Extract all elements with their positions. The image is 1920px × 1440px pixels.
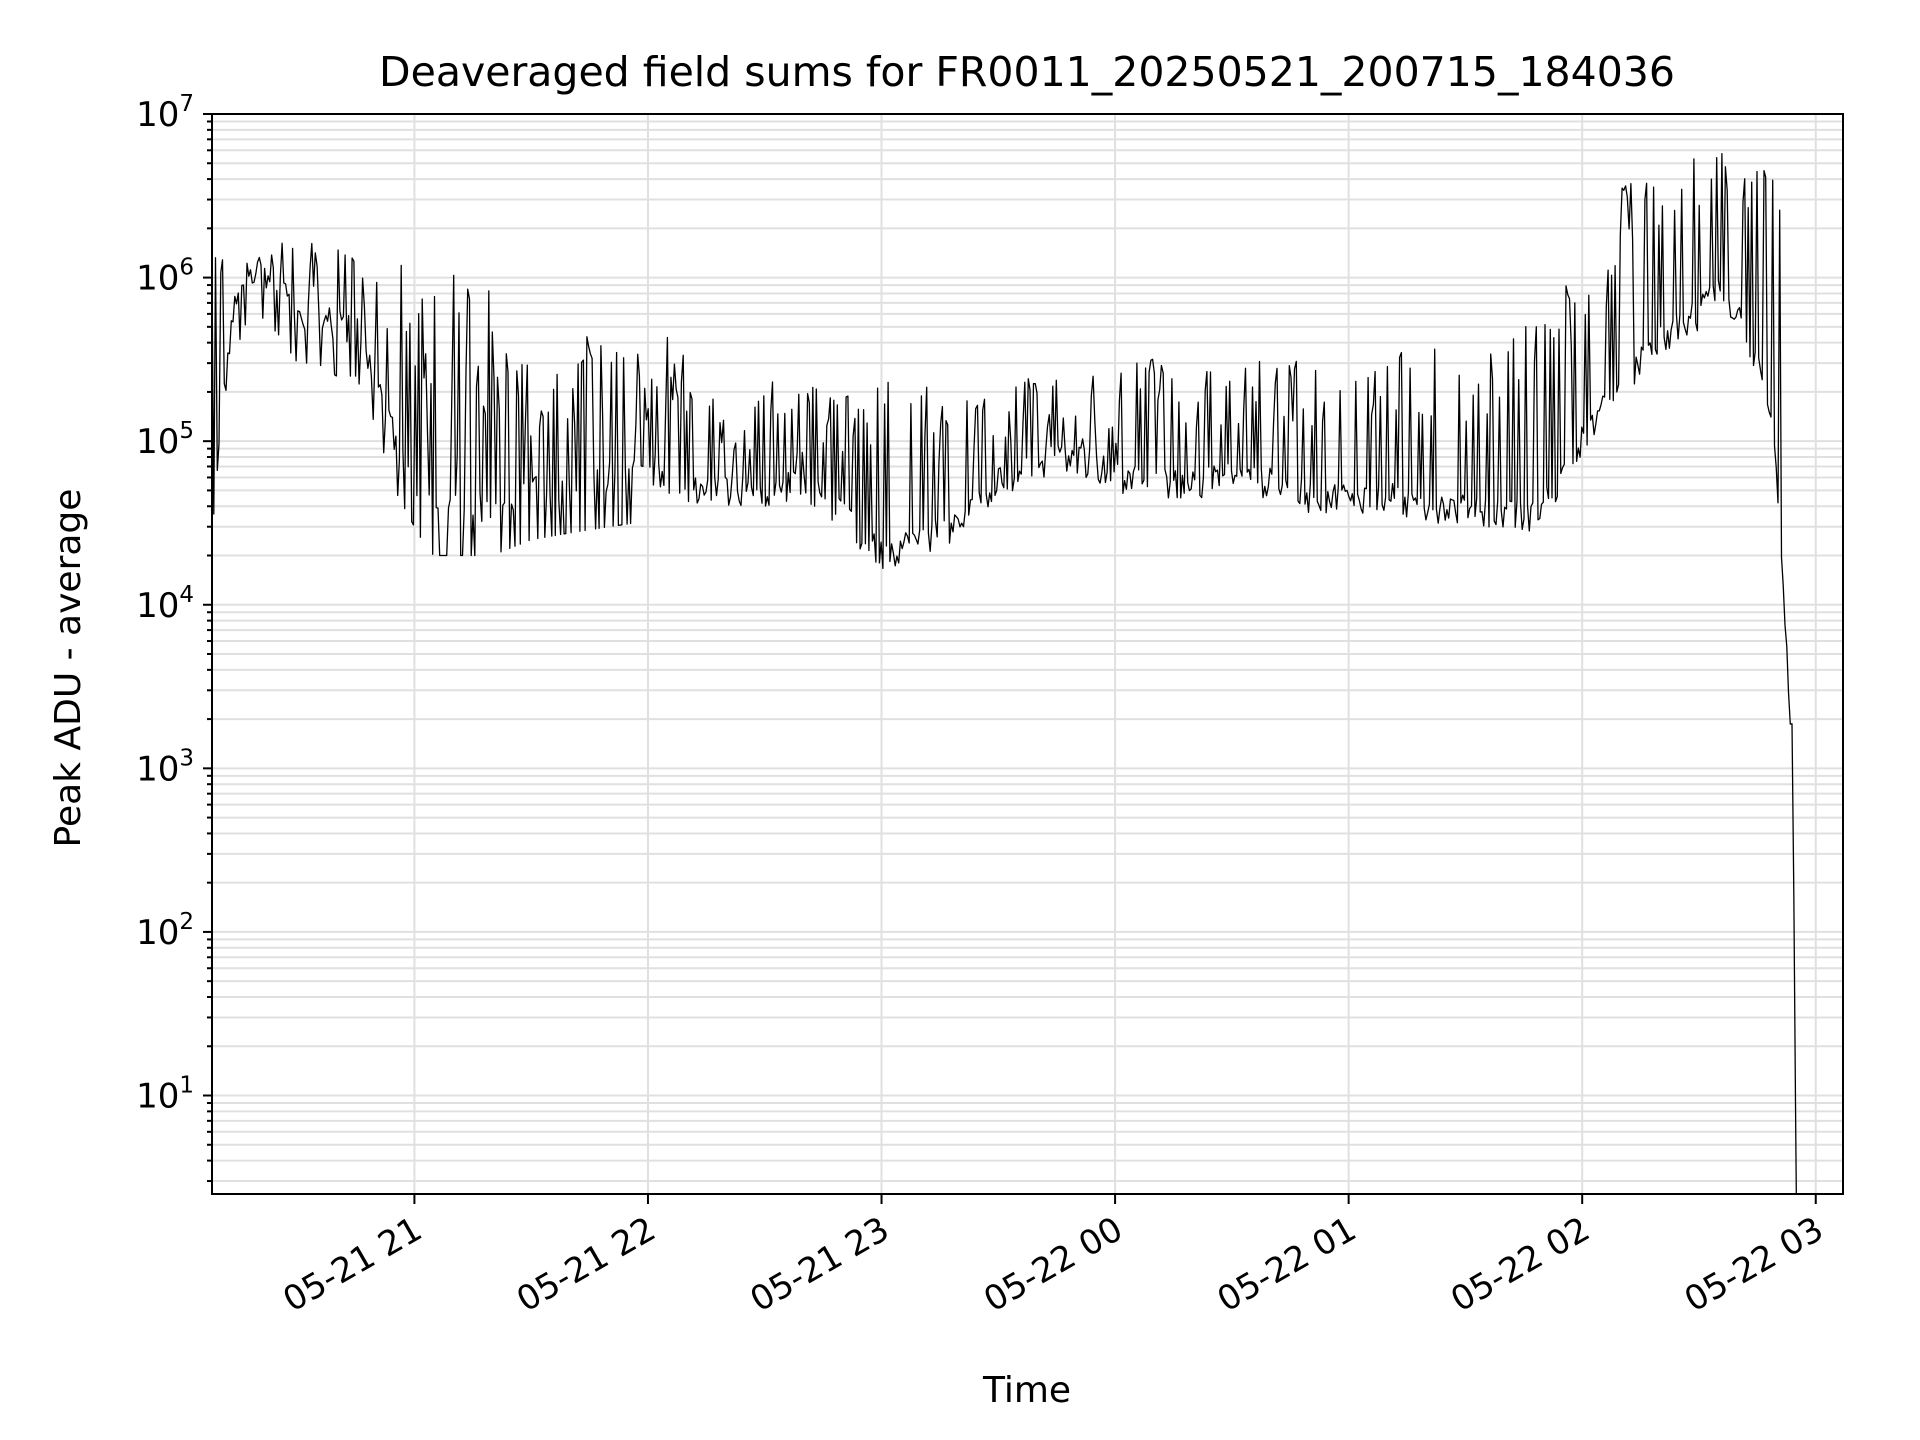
y-tick-base: 10 (136, 95, 179, 135)
y-tick-label: 103 (136, 745, 194, 789)
series-group (211, 153, 1797, 1195)
y-tick-label: 106 (136, 255, 194, 299)
y-tick-exponent: 4 (179, 582, 194, 608)
y-tick-base: 10 (136, 586, 179, 626)
y-tick-exponent: 3 (179, 745, 194, 771)
y-tick-base: 10 (136, 259, 179, 299)
y-tick-label: 102 (136, 909, 194, 953)
y-tick-base: 10 (136, 1077, 179, 1117)
y-tick-label: 107 (136, 91, 194, 135)
y-tick-exponent: 1 (179, 1073, 194, 1099)
y-tick-base: 10 (136, 422, 179, 462)
y-tick-label: 101 (136, 1073, 194, 1117)
chart-title: Deaveraged field sums for FR0011_2025052… (379, 48, 1675, 96)
y-tick-base: 10 (136, 913, 179, 953)
y-tick-base: 10 (136, 749, 179, 789)
y-axis-label: Peak ADU - average (48, 489, 89, 848)
grid (212, 113, 1843, 1194)
y-tick-exponent: 2 (179, 909, 194, 935)
y-tick-exponent: 7 (179, 91, 194, 117)
series-line (211, 153, 1797, 1195)
y-tick-exponent: 6 (179, 255, 194, 281)
y-tick-label: 105 (136, 418, 194, 462)
y-tick-label: 104 (136, 582, 194, 626)
y-tick-exponent: 5 (179, 418, 194, 444)
x-axis-label: Time (982, 1370, 1071, 1411)
